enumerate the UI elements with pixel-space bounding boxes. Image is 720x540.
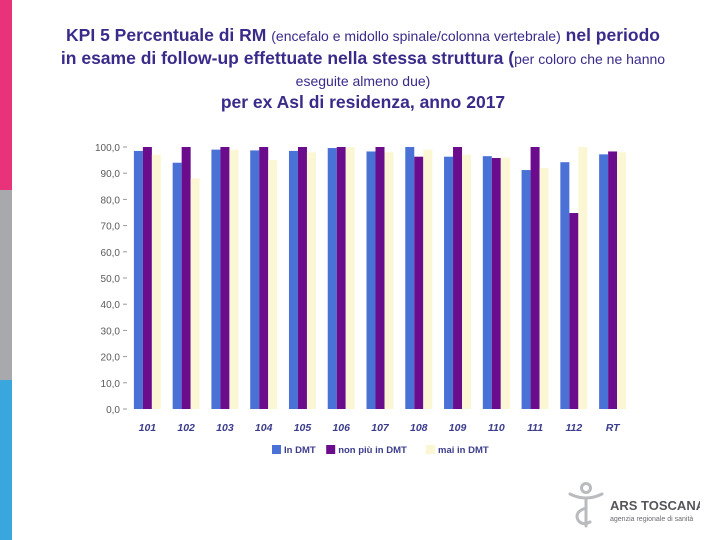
title-line-1-bold: KPI 5 Percentuale di RM bbox=[66, 25, 267, 45]
bar-non-piu-in-dmt bbox=[491, 158, 501, 409]
bar-in-dmt bbox=[288, 150, 298, 409]
bar-non-piu-in-dmt bbox=[375, 147, 385, 409]
logo-name: ARS TOSCANA bbox=[610, 498, 700, 513]
bar-mai-in-dmt bbox=[539, 167, 549, 409]
y-tick-label: 50,0 bbox=[101, 274, 121, 285]
bar-mai-in-dmt bbox=[345, 147, 355, 409]
bar-mai-in-dmt bbox=[617, 152, 627, 410]
slide-title: KPI 5 Percentuale di RM (encefalo e mido… bbox=[14, 24, 712, 113]
bar-mai-in-dmt bbox=[500, 157, 510, 409]
legend-label: mai in DMT bbox=[438, 445, 489, 456]
y-tick-label: 0,0 bbox=[106, 405, 120, 416]
y-tick-label: 30,0 bbox=[101, 326, 121, 337]
bar-non-piu-in-dmt bbox=[336, 147, 346, 409]
bar-non-piu-in-dmt bbox=[181, 147, 191, 409]
x-tick-label: 112 bbox=[565, 422, 582, 434]
bar-mai-in-dmt bbox=[151, 154, 161, 409]
title-line-2-small: per coloro che ne hanno bbox=[514, 51, 666, 67]
x-tick-label: 111 bbox=[527, 422, 543, 434]
title-line-1-end: nel periodo bbox=[565, 25, 660, 45]
bar-mai-in-dmt bbox=[384, 152, 394, 410]
bar-non-piu-in-dmt bbox=[453, 147, 463, 409]
bar-in-dmt bbox=[250, 150, 260, 409]
y-tick-label: 70,0 bbox=[101, 222, 121, 233]
bar-in-dmt bbox=[521, 170, 531, 409]
bar-mai-in-dmt bbox=[229, 149, 239, 409]
x-tick-label: 109 bbox=[449, 422, 467, 434]
y-tick-label: 60,0 bbox=[101, 248, 121, 259]
bar-non-piu-in-dmt bbox=[569, 213, 579, 409]
title-line-2: in esame di follow-up effettuate nella s… bbox=[14, 47, 712, 70]
bar-mai-in-dmt bbox=[190, 178, 200, 409]
bar-mai-in-dmt bbox=[306, 152, 316, 410]
bar-in-dmt bbox=[211, 149, 221, 409]
bar-in-dmt bbox=[482, 156, 492, 409]
bar-in-dmt bbox=[366, 151, 376, 410]
bar-non-piu-in-dmt bbox=[220, 147, 230, 409]
bar-in-dmt bbox=[560, 162, 570, 409]
logo-subtitle: agenzia regionale di sanità bbox=[610, 516, 693, 523]
bar-in-dmt bbox=[405, 147, 415, 409]
x-tick-label: RT bbox=[606, 422, 621, 434]
legend-label: non più in DMT bbox=[338, 445, 407, 456]
bar-in-dmt bbox=[133, 150, 143, 409]
bar-in-dmt bbox=[599, 154, 609, 409]
title-line-1: KPI 5 Percentuale di RM (encefalo e mido… bbox=[14, 24, 712, 47]
x-tick-label: 106 bbox=[332, 422, 350, 434]
bar-in-dmt bbox=[327, 148, 337, 409]
y-tick-label: 80,0 bbox=[101, 195, 121, 206]
y-tick-label: 10,0 bbox=[101, 379, 121, 390]
title-line-3: eseguite almeno due) bbox=[295, 73, 431, 89]
bar-mai-in-dmt bbox=[462, 154, 472, 409]
accent-stripe-gray bbox=[0, 190, 12, 380]
title-line-2-bold: in esame di follow-up effettuate nella s… bbox=[60, 48, 515, 68]
x-tick-label: 107 bbox=[371, 422, 390, 434]
y-tick-label: 40,0 bbox=[101, 300, 121, 311]
bar-non-piu-in-dmt bbox=[142, 147, 152, 409]
x-tick-label: 102 bbox=[177, 422, 195, 434]
title-line-4: per ex Asl di residenza, anno 2017 bbox=[220, 92, 506, 112]
bar-in-dmt bbox=[172, 162, 182, 409]
bar-non-piu-in-dmt bbox=[259, 147, 269, 409]
ars-toscana-logo: ARS TOSCANA agenzia regionale di sanità bbox=[568, 482, 700, 528]
accent-stripe-cyan bbox=[0, 380, 12, 540]
bar-mai-in-dmt bbox=[423, 149, 433, 409]
legend-label: In DMT bbox=[284, 445, 316, 456]
x-tick-label: 110 bbox=[488, 422, 505, 434]
bar-mai-in-dmt bbox=[268, 160, 278, 409]
title-line-1-small: (encefalo e midollo spinale/colonna vert… bbox=[271, 28, 561, 44]
ars-logo-mark-icon bbox=[568, 482, 604, 528]
x-tick-label: 104 bbox=[255, 422, 273, 434]
bar-non-piu-in-dmt bbox=[414, 156, 424, 409]
bar-mai-in-dmt bbox=[578, 147, 588, 409]
x-tick-label: 103 bbox=[216, 422, 234, 434]
accent-stripe-pink bbox=[0, 0, 12, 190]
bar-in-dmt bbox=[444, 156, 454, 409]
legend-swatch bbox=[326, 445, 336, 454]
bar-non-piu-in-dmt bbox=[608, 151, 618, 410]
legend-swatch bbox=[272, 445, 281, 454]
bar-non-piu-in-dmt bbox=[297, 147, 307, 409]
x-tick-label: 108 bbox=[410, 422, 428, 434]
y-tick-label: 100,0 bbox=[95, 143, 120, 154]
x-tick-label: 105 bbox=[294, 422, 312, 434]
y-tick-label: 20,0 bbox=[101, 353, 121, 364]
bar-non-piu-in-dmt bbox=[530, 147, 540, 409]
legend-swatch bbox=[426, 445, 435, 454]
x-tick-label: 101 bbox=[139, 422, 157, 434]
y-tick-label: 90,0 bbox=[101, 169, 121, 180]
